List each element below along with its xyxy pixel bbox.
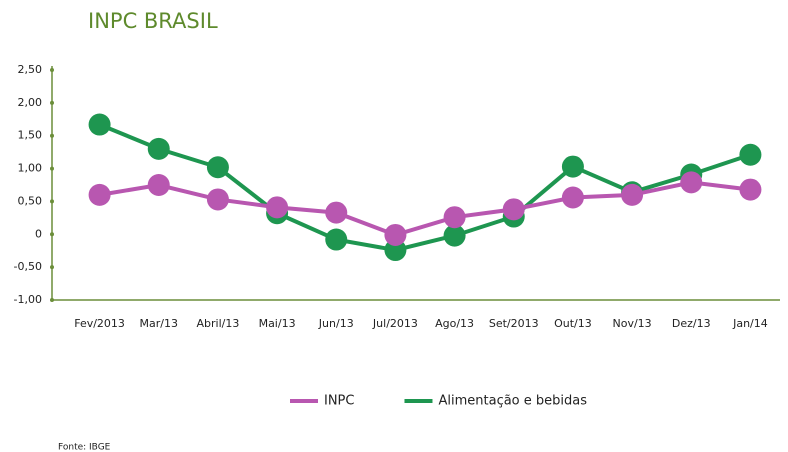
y-tick [50,68,54,72]
data-point [384,223,407,246]
x-tick-label: Jun/13 [318,317,354,330]
data-point [147,174,170,196]
y-tick-label: -1,00 [14,293,42,306]
y-tick [50,166,54,171]
data-point [680,171,703,194]
data-point [147,137,170,160]
y-tick [50,232,54,237]
x-tick-label: Out/13 [554,317,592,330]
x-tick-label: Fev/2013 [74,317,125,330]
data-point [739,143,762,166]
series-line [98,122,752,253]
data-point [88,113,111,136]
x-tick-label: Mar/13 [140,317,178,330]
y-tick-label: 0,50 [18,194,43,207]
data-point [443,206,466,229]
legend-label: Alimentação e bebidas [438,394,587,409]
data-point [739,178,762,201]
data-point [621,183,644,206]
x-tick-label: Nov/13 [612,317,651,330]
source: Fonte: IBGE [58,443,111,452]
data-point [88,183,111,206]
x-tick-label: Dez/13 [672,317,711,330]
y-tick-label: 0 [35,227,42,240]
y-tick [50,100,54,105]
chart-title: INPC BRASIL [88,9,218,33]
x-tick-label: Jan/14 [732,317,768,330]
y-tick-label: 1,50 [18,129,43,142]
x-tick-label: Mai/13 [259,317,296,330]
data-point [561,186,584,209]
data-point [443,224,466,247]
x-tick-label: Set/2013 [489,317,539,330]
data-point [502,198,525,221]
y-tick-label: 2,00 [18,96,43,109]
data-point [561,155,584,178]
data-point [206,156,229,179]
x-tick-label: Abril/13 [196,317,239,330]
data-point [266,196,289,219]
data-point [325,201,348,224]
y-tick [50,133,54,138]
x-tick-label: Ago/13 [435,317,474,330]
y-tick [50,199,54,204]
x-tick-label: Jul/2013 [372,317,418,330]
data-point [384,239,407,262]
series-line [99,180,751,238]
y-tick [50,298,54,302]
data-point [206,188,229,211]
y-tick-label: -0,50 [14,260,42,273]
y-tick-label: 1,00 [18,162,43,175]
y-tick [50,265,54,270]
legend-label: INPC [324,394,354,409]
y-tick-label: 2,50 [18,63,43,76]
data-point [325,228,348,251]
